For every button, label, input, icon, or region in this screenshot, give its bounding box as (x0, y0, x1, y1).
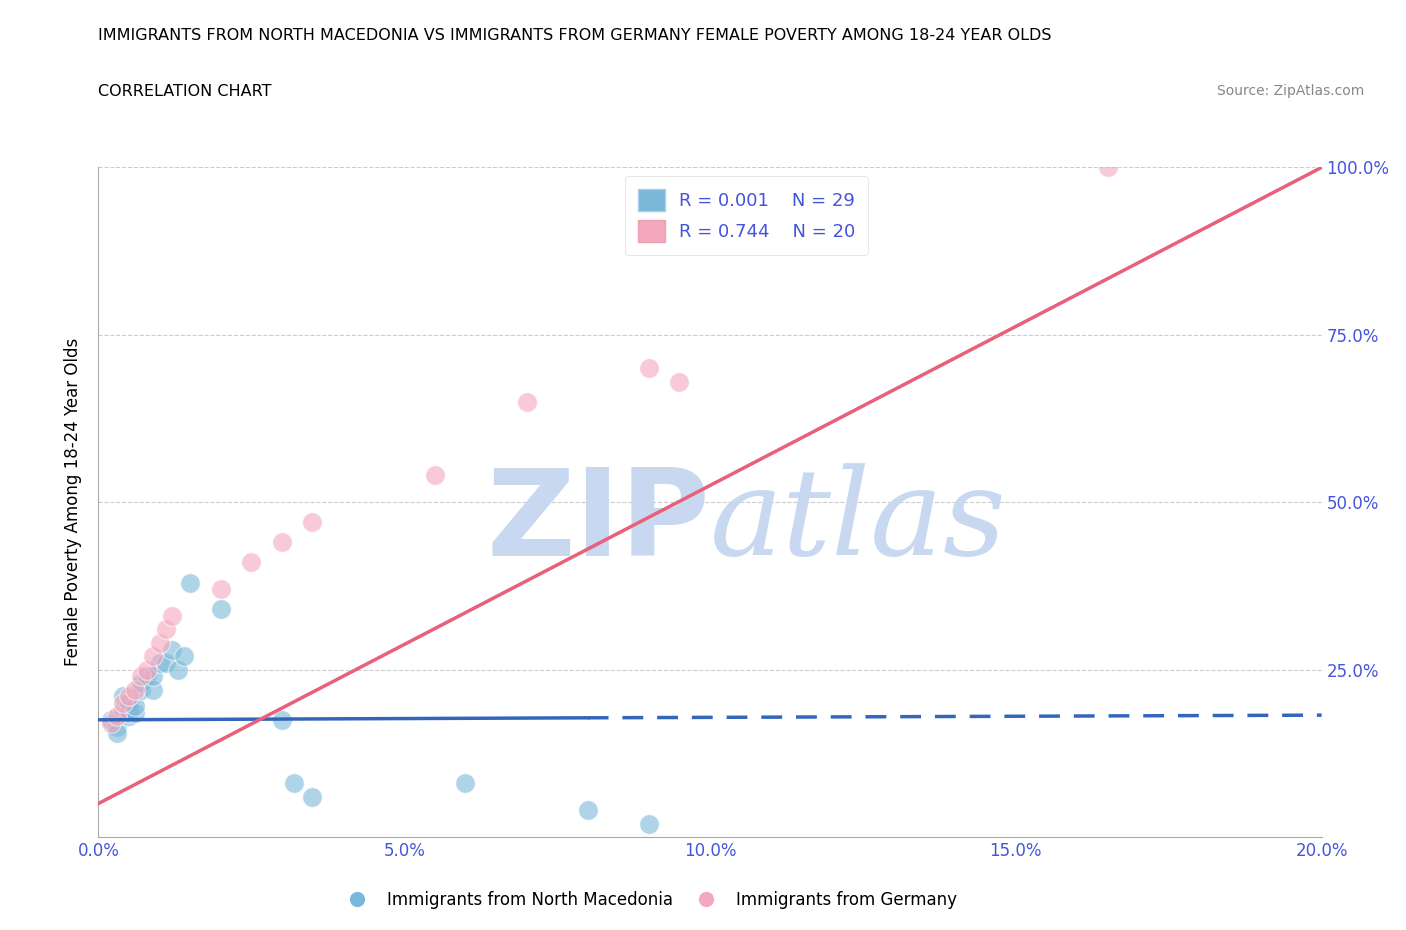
Point (160, 608, 183, 623)
Point (142, 649, 165, 664)
Point (129, 675, 152, 690)
Point (118, 706, 141, 721)
Point (423, 468, 446, 483)
Point (173, 649, 195, 664)
Point (142, 669, 165, 684)
Point (1097, 160, 1119, 175)
Point (160, 642, 183, 657)
Point (105, 709, 128, 724)
Point (118, 702, 141, 717)
Point (149, 656, 172, 671)
Point (637, 817, 661, 831)
Text: IMMIGRANTS FROM NORTH MACEDONIA VS IMMIGRANTS FROM GERMANY FEMALE POVERTY AMONG : IMMIGRANTS FROM NORTH MACEDONIA VS IMMIG… (98, 28, 1052, 43)
Point (155, 622, 177, 637)
Point (209, 582, 232, 597)
Point (270, 535, 292, 550)
Point (576, 803, 599, 817)
Point (637, 361, 661, 376)
Text: ZIP: ZIP (486, 464, 710, 581)
Point (124, 706, 146, 721)
Point (118, 696, 141, 711)
Point (301, 515, 323, 530)
Point (167, 662, 190, 677)
Point (270, 712, 292, 727)
Point (179, 575, 201, 590)
Point (136, 669, 159, 684)
Point (283, 776, 305, 790)
Point (124, 699, 146, 714)
Point (516, 394, 538, 409)
Point (111, 689, 134, 704)
Point (129, 683, 152, 698)
Point (668, 374, 690, 389)
Legend: Immigrants from North Macedonia, Immigrants from Germany: Immigrants from North Macedonia, Immigra… (333, 884, 965, 916)
Point (301, 790, 323, 804)
Text: atlas: atlas (710, 463, 1007, 581)
Point (454, 776, 477, 790)
Point (118, 709, 141, 724)
Point (136, 662, 159, 677)
Text: CORRELATION CHART: CORRELATION CHART (98, 84, 271, 99)
Point (111, 702, 134, 717)
Point (100, 716, 122, 731)
Point (105, 725, 128, 740)
Point (149, 635, 172, 650)
Point (155, 656, 177, 671)
Point (105, 719, 128, 734)
Point (124, 683, 146, 698)
Point (142, 683, 165, 698)
Point (100, 712, 122, 727)
Point (209, 602, 232, 617)
Point (240, 555, 263, 570)
Point (118, 689, 141, 704)
Point (111, 696, 134, 711)
Point (129, 669, 152, 684)
Y-axis label: Female Poverty Among 18-24 Year Olds: Female Poverty Among 18-24 Year Olds (65, 339, 83, 666)
Text: Source: ZipAtlas.com: Source: ZipAtlas.com (1216, 84, 1364, 98)
